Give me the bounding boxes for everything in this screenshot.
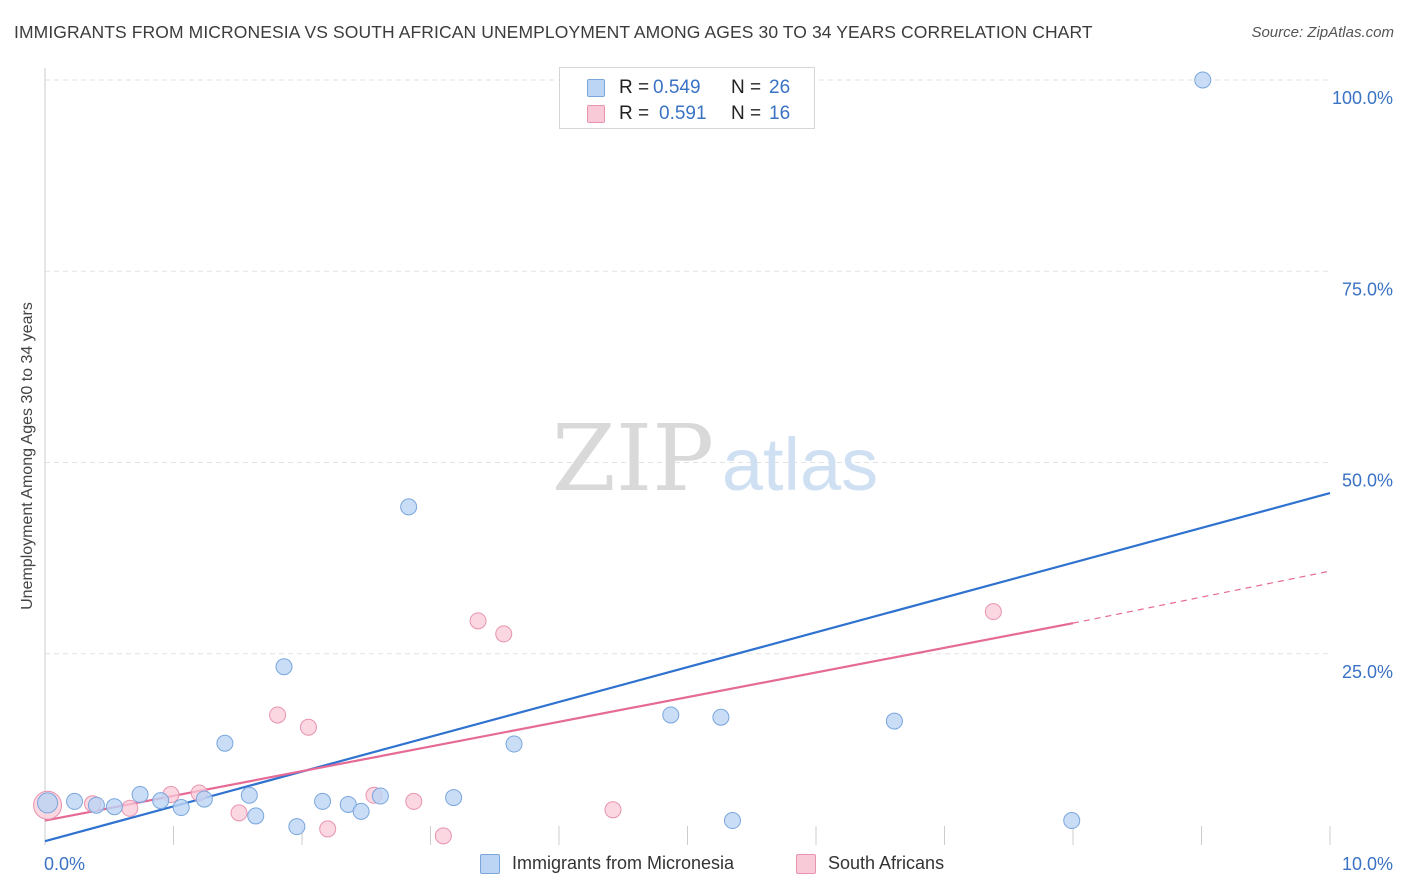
- tick-labels: 25.0% 50.0% 75.0% 100.0% 0.0% 10.0%: [44, 88, 1393, 874]
- x-tick-label: 10.0%: [1342, 854, 1393, 874]
- point-micronesia: [662, 706, 680, 724]
- chart-title: IMMIGRANTS FROM MICRONESIA VS SOUTH AFRI…: [14, 22, 1093, 42]
- trend-line-south-africans: [44, 622, 1074, 822]
- point-micronesia: [247, 807, 265, 825]
- n-value: 26: [769, 77, 791, 98]
- data-points: [33, 71, 1212, 845]
- grid-lines: [45, 79, 1330, 655]
- point-south-africans: [405, 792, 423, 810]
- n-label: N =: [731, 77, 762, 98]
- y-tick-label: 100.0%: [1332, 88, 1393, 108]
- point-south-africans: [469, 612, 487, 630]
- pink-swatch: [796, 854, 816, 874]
- trend-line-micronesia: [44, 492, 1331, 843]
- point-micronesia: [172, 799, 190, 817]
- pink-swatch: [587, 105, 605, 123]
- point-south-africans: [495, 625, 513, 643]
- axes: [44, 68, 1331, 845]
- point-micronesia: [723, 812, 741, 830]
- r-label: R =: [619, 77, 650, 98]
- point-micronesia: [288, 818, 306, 836]
- n-label: N =: [731, 103, 762, 124]
- point-micronesia: [152, 792, 170, 810]
- blue-swatch: [480, 854, 500, 874]
- point-south-africans: [984, 603, 1002, 621]
- point-micronesia: [105, 798, 123, 816]
- point-south-africans: [269, 706, 287, 724]
- point-micronesia: [275, 658, 293, 676]
- y-axis-label: Unemployment Among Ages 30 to 34 years: [19, 302, 36, 610]
- point-south-africans: [299, 718, 317, 736]
- point-south-africans: [604, 801, 622, 819]
- legend-label: South Africans: [828, 853, 945, 873]
- point-micronesia: [400, 498, 418, 516]
- blue-swatch: [587, 79, 605, 97]
- point-micronesia: [352, 802, 370, 820]
- x-tick-label: 0.0%: [44, 854, 85, 874]
- point-micronesia: [712, 708, 730, 726]
- series-legend: Immigrants from Micronesia South African…: [0, 850, 1406, 880]
- y-tick-label: 50.0%: [1342, 471, 1393, 491]
- point-micronesia: [505, 735, 523, 753]
- point-micronesia: [66, 792, 84, 810]
- point-micronesia: [445, 789, 463, 807]
- point-micronesia: [195, 790, 213, 808]
- point-south-africans: [121, 799, 139, 817]
- point-micronesia: [131, 786, 149, 804]
- trend-lines: [44, 492, 1331, 843]
- legend-label: Immigrants from Micronesia: [512, 853, 735, 873]
- source-credit: Source: ZipAtlas.com: [1251, 24, 1394, 41]
- point-south-africans: [230, 804, 248, 822]
- watermark-atlas: atlas: [722, 423, 878, 506]
- y-tick-label: 25.0%: [1342, 662, 1393, 682]
- point-micronesia: [885, 712, 903, 730]
- r-label: R =: [619, 103, 650, 124]
- point-micronesia: [1063, 812, 1081, 830]
- point-micronesia: [371, 787, 389, 805]
- point-south-africans: [434, 827, 452, 845]
- n-value: 16: [769, 103, 791, 124]
- r-value: 0.549: [653, 77, 701, 98]
- point-micronesia: [1194, 71, 1212, 89]
- point-micronesia: [37, 792, 59, 814]
- point-micronesia: [314, 792, 332, 810]
- stats-legend: R = 0.549 N = 26 R = 0.591 N = 16: [559, 67, 815, 129]
- point-micronesia: [216, 734, 234, 752]
- point-micronesia: [240, 786, 258, 804]
- y-tick-label: 75.0%: [1342, 279, 1393, 299]
- point-south-africans: [319, 820, 337, 838]
- r-value: 0.591: [659, 103, 707, 124]
- watermark: ZIP atlas: [552, 405, 878, 512]
- point-micronesia: [87, 796, 105, 814]
- watermark-zip: ZIP: [552, 405, 714, 512]
- trend-line-south-africans-extension: [1072, 570, 1331, 624]
